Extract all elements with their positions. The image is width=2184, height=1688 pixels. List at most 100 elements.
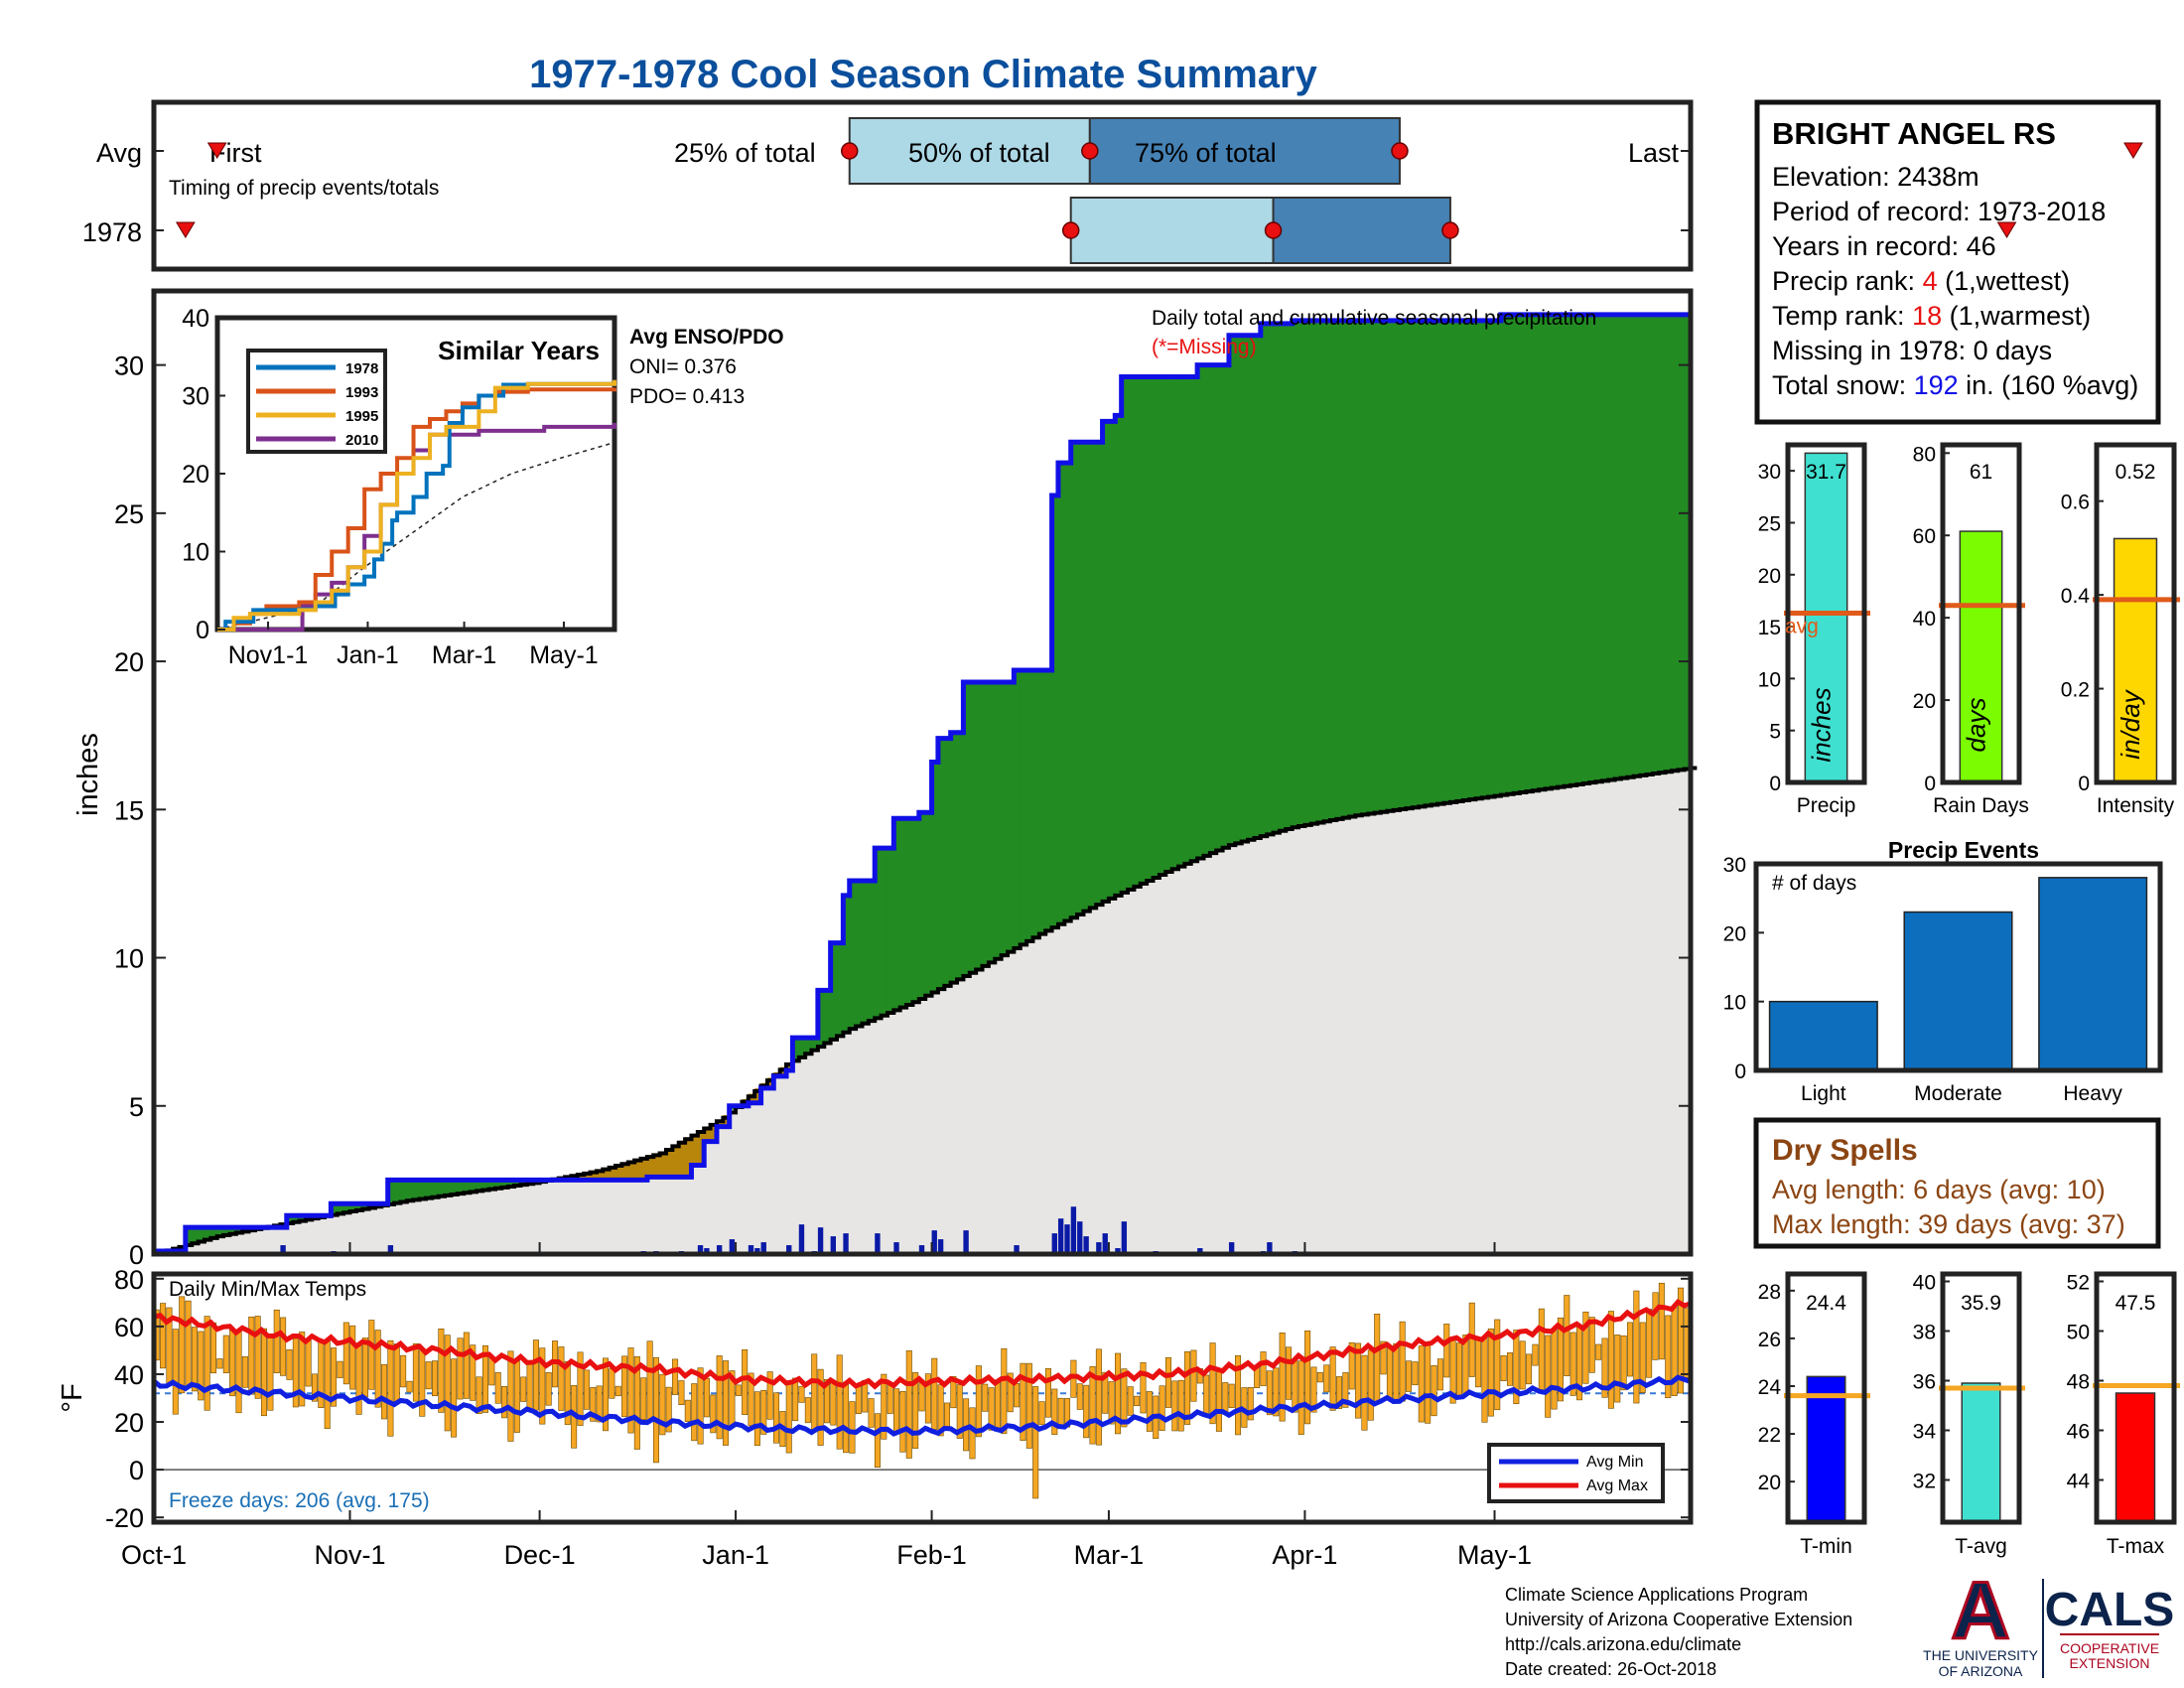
date-tick-label: May-1: [1457, 1540, 1532, 1570]
above-normal-fill: [425, 1180, 433, 1198]
temp-small-ytick-label: 40: [1913, 1272, 1936, 1295]
above-normal-fill: [1456, 320, 1464, 801]
timing-last-marker-1978: [1996, 221, 2017, 238]
above-normal-fill: [1633, 314, 1641, 776]
small-ytick-label: 0: [1769, 773, 1781, 795]
above-normal-fill: [1595, 314, 1603, 781]
above-normal-fill: [1203, 364, 1211, 855]
daily-temp-bar: [609, 1368, 615, 1399]
daily-temp-bar: [969, 1407, 976, 1460]
daily-temp-bar: [1335, 1376, 1342, 1409]
main-ytick-label: 20: [114, 647, 144, 677]
observed-cumulative-line: [154, 312, 1691, 1254]
daily-temp-bar: [1487, 1328, 1494, 1417]
above-normal-fill: [1393, 320, 1401, 810]
station-period: Period of record: 1973-2018: [1772, 197, 2106, 226]
daily-temp-bar: [684, 1399, 691, 1422]
small-ytick-label: 80: [1913, 443, 1936, 466]
daily-temp-bar: [830, 1382, 837, 1426]
daily-temp-bar: [753, 1391, 760, 1447]
daily-temp-bar: [1367, 1349, 1374, 1421]
daily-temp-bar: [887, 1382, 893, 1414]
daily-temp-bar: [823, 1378, 830, 1424]
dry-spells-title: Dry Spells: [1772, 1134, 1918, 1167]
daily-temp-bar: [1412, 1361, 1419, 1386]
daily-temp-bar: [1386, 1345, 1393, 1400]
daily-temp-bar: [273, 1309, 280, 1373]
events-category-label: Heavy: [2063, 1082, 2122, 1105]
daily-temp-bar: [988, 1387, 995, 1431]
similar-xtick-label: Mar-1: [432, 641, 496, 669]
above-normal-fill: [1368, 320, 1376, 814]
above-normal-fill: [1620, 314, 1628, 778]
daily-temp-bar: [723, 1360, 730, 1446]
timing-last-marker-avg: [2123, 142, 2143, 159]
above-normal-fill: [204, 1227, 211, 1239]
daily-temp-bar: [1089, 1365, 1096, 1445]
below-normal-fill: [590, 1172, 598, 1181]
above-normal-fill: [1646, 314, 1654, 774]
daily-temp-bar: [1140, 1361, 1147, 1414]
temp-ytick-label: 40: [114, 1360, 144, 1390]
below-normal-fill: [723, 1115, 731, 1127]
daily-temp-bar: [1582, 1311, 1589, 1384]
timing-first-marker-1978: [175, 221, 196, 238]
daily-temp-bar: [1646, 1309, 1653, 1378]
similar-xtick-label: Jan-1: [337, 641, 399, 669]
above-normal-fill: [1159, 376, 1166, 874]
daily-temp-bar: [198, 1331, 205, 1401]
small-ytick-label: 0: [1924, 773, 1936, 795]
main-ytick-label: 30: [114, 352, 144, 381]
above-normal-fill: [1267, 323, 1275, 834]
above-normal-fill: [1387, 320, 1395, 811]
above-normal-fill: [419, 1180, 427, 1199]
daily-precip-bar: [1051, 1233, 1057, 1254]
daily-temp-bar: [481, 1344, 488, 1413]
above-normal-fill: [1057, 463, 1065, 923]
below-normal-fill: [754, 1088, 762, 1103]
small-ytick-label: 0.2: [2061, 679, 2090, 702]
above-normal-fill: [843, 895, 851, 1031]
daily-temp-bar: [412, 1342, 419, 1402]
temp-small-ytick-label: 46: [2067, 1421, 2090, 1444]
temp-small-ytick-label: 28: [1758, 1281, 1781, 1304]
above-normal-fill: [976, 681, 984, 968]
below-normal-fill: [646, 1156, 654, 1178]
daily-precip-bar: [760, 1242, 766, 1254]
above-normal-fill: [1222, 364, 1230, 847]
daily-temp-bar: [1475, 1337, 1482, 1388]
above-normal-fill: [875, 848, 883, 1018]
daily-precip-bar: [931, 1230, 937, 1254]
below-normal-fill: [786, 1062, 794, 1070]
above-normal-fill: [495, 1180, 502, 1189]
station-name: BRIGHT ANGEL RS: [1772, 116, 2056, 151]
date-tick-label: Nov-1: [314, 1540, 385, 1570]
daily-temp-bar: [1020, 1362, 1026, 1441]
daily-precip-bar: [963, 1230, 969, 1254]
above-normal-fill: [1102, 421, 1110, 901]
similar-ytick-label: 20: [182, 461, 209, 489]
small-ytick-label: 0: [2078, 773, 2090, 795]
legend-avg-max: Avg Max: [1586, 1477, 1648, 1494]
above-normal-fill: [1096, 442, 1104, 904]
daily-temp-bar: [241, 1355, 248, 1388]
daily-precip-bar: [875, 1233, 881, 1254]
temp-legend: [1487, 1443, 1665, 1503]
temp-frame-t-min: [1785, 1271, 1867, 1525]
above-normal-fill: [1147, 376, 1155, 880]
daily-temp-bar: [665, 1386, 672, 1433]
oni-value: ONI= 0.376: [629, 355, 737, 378]
above-normal-fill: [1045, 670, 1053, 929]
daily-temp-bar: [691, 1383, 698, 1442]
daily-temp-bar: [1203, 1374, 1210, 1416]
above-normal-fill: [1108, 421, 1116, 898]
daily-precip-bar: [1057, 1218, 1064, 1254]
daily-temp-bar: [614, 1385, 621, 1397]
daily-precip-bar: [798, 1224, 805, 1254]
daily-temp-bar: [1076, 1383, 1083, 1410]
small-ytick-label: 0.4: [2061, 585, 2091, 608]
daily-temp-bar: [678, 1380, 685, 1406]
daily-temp-bar: [1393, 1342, 1400, 1404]
daily-temp-bar: [507, 1350, 514, 1442]
above-normal-fill: [918, 812, 926, 998]
